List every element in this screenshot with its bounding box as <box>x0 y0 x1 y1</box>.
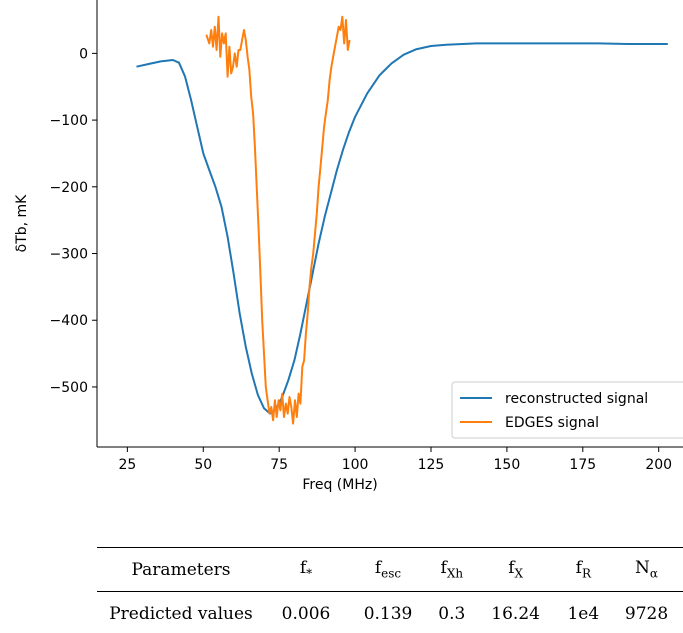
x-axis-label: Freq (MHz) <box>302 477 377 493</box>
header-f-x: fX <box>474 547 557 592</box>
x-tick-label: 150 <box>494 457 521 473</box>
row-label-predicted: Predicted values <box>109 603 253 624</box>
y-tick-label: −200 <box>50 180 88 196</box>
y-tick-label: −400 <box>50 313 88 329</box>
x-tick-label: 125 <box>418 457 445 473</box>
x-tick-label: 75 <box>270 457 288 473</box>
value-f-esc: 0.139 <box>363 603 413 624</box>
series-line-reconstructed-signal <box>136 42 668 415</box>
y-axis-label: δTb, mK <box>14 194 30 253</box>
header-n-alpha: Nα <box>610 547 683 592</box>
parameter-table-container: Parameters f* fesc fXh fX fR Nα Predicte… <box>0 530 683 633</box>
x-tick-label: 100 <box>342 457 369 473</box>
legend-label: reconstructed signal <box>505 391 648 407</box>
table-header-row: Parameters f* fesc fXh fX fR Nα <box>97 547 683 592</box>
table-row-predicted: Predicted values 0.006 0.139 0.3 16.24 1… <box>97 592 683 633</box>
x-tick-label: 25 <box>118 457 136 473</box>
y-tick-label: −100 <box>50 113 88 129</box>
header-f-star: f* <box>265 547 348 592</box>
value-f-x: 16.24 <box>491 603 540 624</box>
legend-box <box>451 381 683 439</box>
parameter-table: Parameters f* fesc fXh fX fR Nα Predicte… <box>97 547 683 633</box>
x-tick-label: 175 <box>569 457 596 473</box>
header-f-r: fR <box>556 547 611 592</box>
y-tick-label: −300 <box>50 247 88 263</box>
header-f-esc: fesc <box>347 547 430 592</box>
value-f-xh: 0.3 <box>438 603 466 624</box>
x-tick-label: 200 <box>645 457 672 473</box>
chart: 25 50 75 100 125 150 175 200 0 −100 −200 −300 −400 −5… <box>14 0 683 493</box>
value-f-r: 1e4 <box>567 603 600 624</box>
header-parameters: Parameters <box>97 547 265 592</box>
legend-label: EDGES signal <box>505 415 599 431</box>
x-tick-label: 50 <box>194 457 212 473</box>
header-f-xh: fXh <box>429 547 475 592</box>
value-f-star: 0.006 <box>281 603 331 624</box>
value-n-alpha: 9728 <box>624 603 669 624</box>
series-line-edges-signal <box>205 15 351 425</box>
y-tick-label: 0 <box>79 46 88 62</box>
y-tick-label: −500 <box>50 380 88 396</box>
